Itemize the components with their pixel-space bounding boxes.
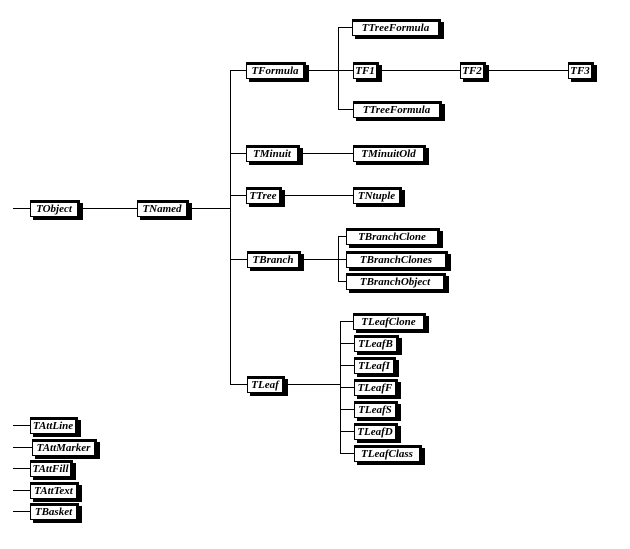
connector-line [306, 70, 338, 71]
connector-line [13, 447, 32, 448]
class-box-tatttext[interactable]: TAttText [30, 482, 79, 499]
connector-line [301, 259, 338, 260]
connector-line [338, 27, 339, 110]
connector-line [340, 453, 354, 454]
class-box-tleafb[interactable]: TLeafB [354, 335, 399, 352]
connector-line [300, 153, 353, 154]
connector-line [340, 409, 354, 410]
class-box-tleaff[interactable]: TLeafF [354, 379, 398, 396]
connector-line [189, 208, 230, 209]
class-box-tleafclass[interactable]: TLeafClass [354, 445, 422, 462]
connector-line [13, 468, 30, 469]
connector-line [338, 281, 346, 282]
connector-line [340, 343, 354, 344]
class-box-tleafclone[interactable]: TLeafClone [353, 313, 426, 330]
connector-line [282, 195, 353, 196]
connector-line [285, 384, 340, 385]
connector-line [379, 70, 460, 71]
class-box-tf1[interactable]: TF1 [353, 62, 379, 79]
class-box-tleafd[interactable]: TLeafD [354, 423, 398, 440]
class-box-tminuit[interactable]: TMinuit [246, 145, 300, 162]
connector-line [338, 259, 346, 260]
class-box-tleaf[interactable]: TLeaf [247, 376, 285, 393]
connector-line [338, 109, 353, 110]
connector-line [80, 208, 137, 209]
class-box-tbranch[interactable]: TBranch [247, 251, 301, 268]
class-box-tf3[interactable]: TF3 [568, 62, 594, 79]
connector-line [338, 27, 352, 28]
connector-line [230, 153, 246, 154]
connector-line [230, 259, 247, 260]
class-box-tbranchobject[interactable]: TBranchObject [346, 273, 446, 290]
connector-line [230, 384, 247, 385]
class-box-tattline[interactable]: TAttLine [30, 417, 78, 434]
class-box-tobject[interactable]: TObject [30, 200, 80, 217]
connector-line [230, 70, 246, 71]
connector-line [340, 365, 354, 366]
class-box-tleafs[interactable]: TLeafS [354, 401, 398, 418]
connector-line [338, 70, 353, 71]
class-box-ttreeformula-top[interactable]: TTreeFormula [352, 19, 441, 36]
class-box-tbranchclone[interactable]: TBranchClone [346, 228, 440, 245]
class-box-tbasket[interactable]: TBasket [30, 503, 79, 520]
class-box-tf2[interactable]: TF2 [460, 62, 486, 79]
class-box-ttreeformula-bottom[interactable]: TTreeFormula [353, 101, 442, 118]
connector-line [230, 70, 231, 385]
class-box-tattfill[interactable]: TAttFill [30, 460, 73, 477]
connector-line [340, 431, 354, 432]
connector-line [340, 387, 354, 388]
connector-line [340, 321, 353, 322]
class-box-tattmarker[interactable]: TAttMarker [32, 439, 97, 456]
connector-line [338, 236, 346, 237]
class-box-tformula[interactable]: TFormula [246, 62, 306, 79]
connector-line [13, 490, 30, 491]
connector-line [13, 511, 30, 512]
class-box-tleafi[interactable]: TLeafI [354, 357, 396, 374]
class-box-tntuple[interactable]: TNtuple [353, 187, 402, 204]
connector-line [486, 70, 568, 71]
class-box-tnamed[interactable]: TNamed [137, 200, 189, 217]
class-box-tbranchclones[interactable]: TBranchClones [346, 251, 448, 268]
connector-line [230, 195, 246, 196]
connector-line [13, 425, 30, 426]
connector-line [13, 208, 30, 209]
class-box-ttree[interactable]: TTree [246, 187, 282, 204]
class-box-tminuitold[interactable]: TMinuitOld [353, 145, 426, 162]
